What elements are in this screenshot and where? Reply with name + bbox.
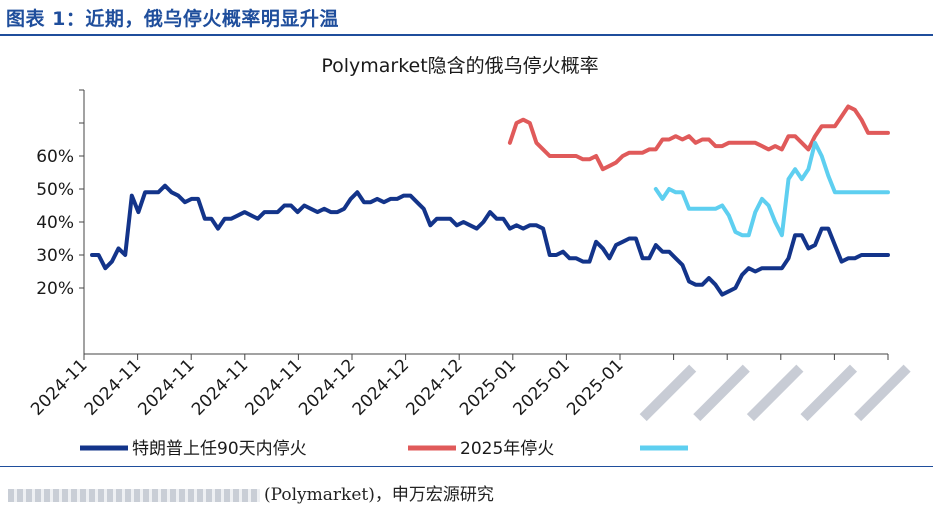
bottom-divider <box>0 466 933 467</box>
x-tick-label-illegible <box>800 364 858 422</box>
source-note: (Polymarket)，申万宏源研究 <box>8 480 494 505</box>
x-tick-label-illegible <box>639 364 697 422</box>
x-tick-label: 2024-11 <box>242 355 306 419</box>
series-line-3 <box>653 140 890 238</box>
x-tick-label-illegible <box>693 364 750 422</box>
x-tick-label-illegible <box>746 364 804 422</box>
figure-title: 图表 1：近期，俄乌停火概率明显升温 <box>6 8 339 30</box>
y-tick-label: 40% <box>36 213 74 233</box>
series-line-1 <box>90 183 890 297</box>
title-divider <box>0 34 933 36</box>
y-tick-label: 20% <box>36 279 74 299</box>
legend-label-1: 特朗普上任90天内停火 <box>132 439 307 459</box>
x-tick-label: 2024-12 <box>295 355 359 419</box>
source-prefix <box>8 489 260 502</box>
source-text: (Polymarket)，申万宏源研究 <box>264 485 494 505</box>
legend: 特朗普上任90天内停火 2025年停火 <box>80 439 688 459</box>
x-tick-label-illegible <box>854 364 911 422</box>
series-layer <box>90 104 890 297</box>
x-tick-label: 2024-11 <box>188 355 252 419</box>
chart-title: Polymarket隐含的俄乌停火概率 <box>321 55 598 77</box>
x-tick-label: 2024-11 <box>27 355 91 419</box>
legend-label-2: 2025年停火 <box>460 439 554 459</box>
x-tick-label: 2024-11 <box>81 355 145 419</box>
chart-area: Polymarket隐含的俄乌停火概率 20% 30% 40% 50% 60% 2024… <box>0 38 933 464</box>
x-tick-label: 2025-01 <box>563 355 627 419</box>
x-tick-label: 2024-11 <box>134 355 198 419</box>
x-tick-label: 2024-12 <box>349 355 413 419</box>
y-tick-label: 30% <box>36 246 74 266</box>
x-tick-label: 2025-01 <box>456 355 520 419</box>
x-tick-label: 2025-01 <box>510 355 574 419</box>
series-line-2 <box>507 104 890 172</box>
x-tick-layer: 2024-112024-112024-112024-112024-112024-… <box>27 354 911 422</box>
axes: 20% 30% 40% 50% 60% <box>36 89 888 355</box>
y-tick-label: 60% <box>36 147 74 167</box>
line-chart: Polymarket隐含的俄乌停火概率 20% 30% 40% 50% 60% 2024… <box>27 55 911 459</box>
x-tick-label: 2024-12 <box>402 355 466 419</box>
y-tick-label: 50% <box>36 180 74 200</box>
